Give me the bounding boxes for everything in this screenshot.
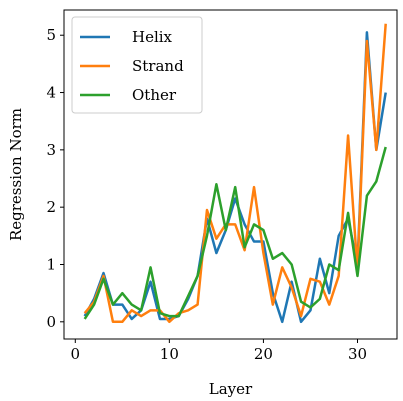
y-tick-label: 3 <box>46 141 56 159</box>
series-line <box>83 31 387 324</box>
y-axis-label: Regression Norm <box>7 108 25 241</box>
y-tick-label: 2 <box>46 198 56 216</box>
legend-label: Other <box>132 86 177 104</box>
x-tick-label: 20 <box>254 345 273 363</box>
y-tick-label: 5 <box>46 26 56 44</box>
axes-frame <box>63 9 398 340</box>
x-tick-label: 10 <box>160 345 179 363</box>
y-tick-label: 4 <box>46 84 56 102</box>
x-axis-label: Layer <box>209 380 253 398</box>
series-line <box>83 146 387 320</box>
y-tick-label: 1 <box>46 255 56 273</box>
y-tick-label: 0 <box>46 313 56 331</box>
legend-label: Strand <box>132 57 184 75</box>
x-tick-label: 0 <box>71 345 81 363</box>
x-tick-label: 30 <box>348 345 367 363</box>
legend-box <box>71 16 203 114</box>
series-line <box>83 23 387 324</box>
legend-label: Helix <box>132 28 173 46</box>
